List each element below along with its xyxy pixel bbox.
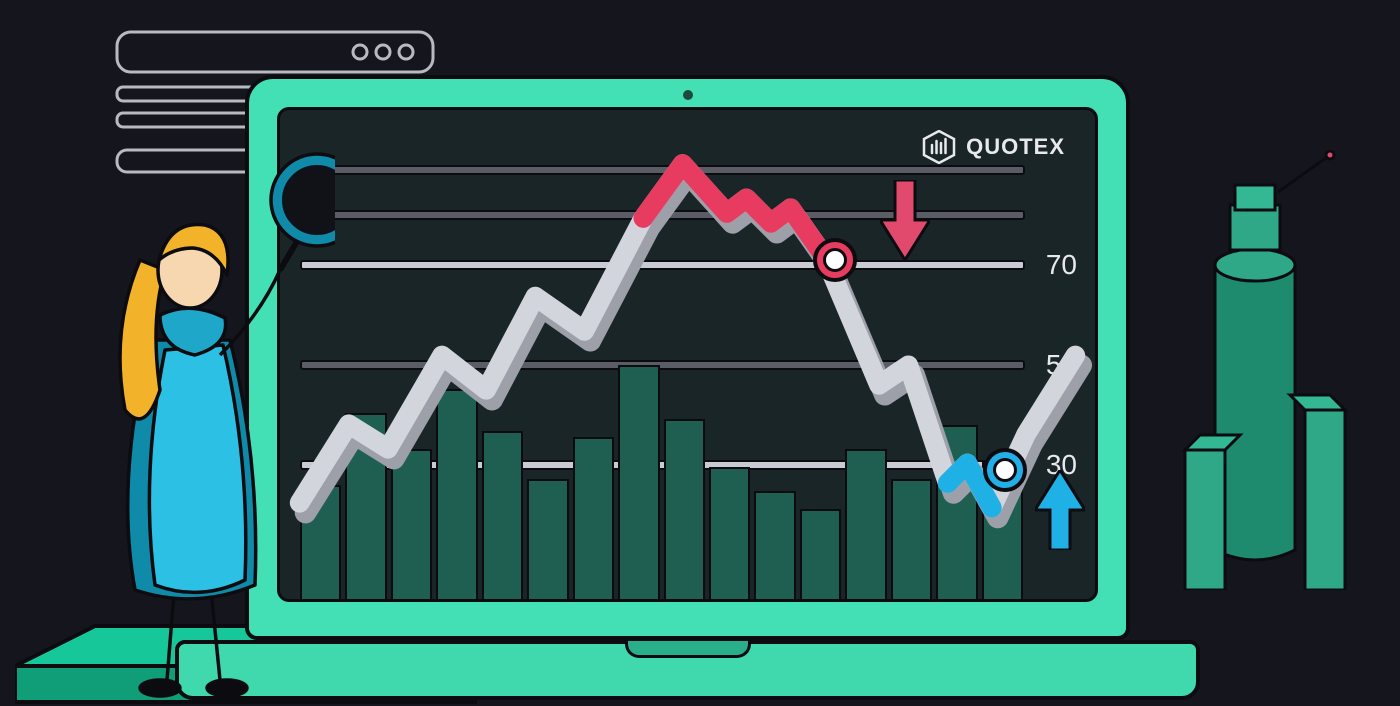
arrow-down-icon (880, 180, 930, 260)
person-illustration (55, 140, 335, 700)
arrow-up-icon (1035, 470, 1085, 550)
scene: QUOTEX 70 50 30 (0, 0, 1400, 700)
buy-marker (983, 448, 1027, 492)
camera-icon (683, 90, 693, 100)
laptop-frame: QUOTEX 70 50 30 (245, 75, 1130, 640)
laptop: QUOTEX 70 50 30 (245, 75, 1130, 700)
sell-marker (813, 238, 857, 282)
laptop-screen: QUOTEX 70 50 30 (277, 107, 1098, 602)
rsi-line (280, 110, 1095, 601)
tower-decoration (1180, 150, 1350, 590)
